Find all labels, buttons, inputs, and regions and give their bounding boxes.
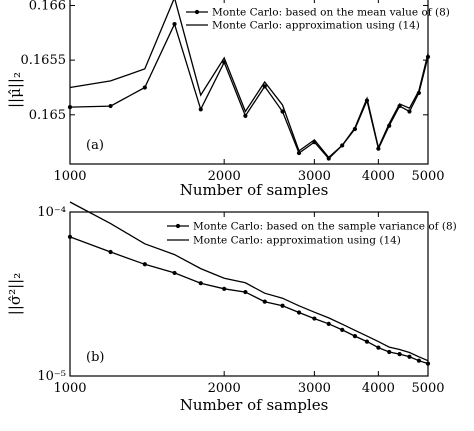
x-tick-label: 2000 (208, 381, 241, 396)
data-point (262, 299, 267, 304)
y-tick-label: 0.166 (29, 0, 66, 13)
data-point (364, 339, 370, 344)
data-point (352, 334, 358, 339)
legend-label-1: Monte Carlo: based on the mean value of … (212, 7, 450, 19)
data-point (397, 351, 402, 357)
data-point (172, 21, 177, 27)
y-axis-title: ||σ̂²||₂ (6, 273, 24, 315)
series-line-2 (69, 201, 429, 362)
data-point (280, 109, 285, 114)
panel-tag: (b) (86, 350, 104, 365)
data-point (67, 105, 73, 110)
data-point (108, 249, 113, 255)
data-point (296, 150, 302, 156)
data-point (262, 84, 267, 89)
data-point (198, 281, 203, 286)
legend-label-2: Monte Carlo: approximation using (14) (212, 20, 420, 32)
data-point (243, 289, 248, 295)
data-point (67, 234, 73, 239)
data-point (407, 109, 412, 114)
legend-label-1: Monte Carlo: based on the sample varianc… (193, 221, 457, 233)
data-point (416, 358, 422, 363)
x-tick-label: 1000 (53, 381, 86, 396)
x-tick-label: 5000 (411, 169, 444, 184)
legend-label-2: Monte Carlo: approximation using (14) (193, 235, 401, 247)
data-point (108, 103, 113, 109)
data-point (222, 286, 227, 291)
series-line-2 (69, 0, 429, 159)
data-point (142, 262, 147, 267)
data-point (198, 107, 203, 112)
x-tick-label: 3000 (298, 381, 331, 396)
panel-tag: (a) (86, 138, 104, 153)
data-point (340, 327, 345, 333)
x-tick-label: 1000 (53, 169, 86, 184)
data-point (142, 85, 147, 90)
data-point (280, 303, 285, 308)
data-point (312, 316, 317, 321)
x-tick-label: 3000 (298, 169, 331, 184)
y-tick-label: 10⁻⁵ (37, 369, 66, 384)
data-point (243, 113, 248, 118)
legend-marker (194, 9, 200, 15)
x-axis-title: Number of samples (180, 181, 329, 199)
panel-b: 1000 2000 3000 4000 5000 10⁻⁵ 10⁻⁴ Number of sa… (6, 201, 457, 414)
series-line-1 (69, 22, 429, 160)
x-tick-label: 4000 (362, 169, 395, 184)
plot-frame (69, 211, 429, 377)
data-point (387, 349, 392, 355)
panel-a: 1000 2000 3000 4000 5000 0.165 0.1655 0.166 Numb… (6, 0, 450, 199)
y-axis-title: ||μ̂||₂ (6, 72, 24, 108)
data-point (376, 345, 381, 350)
y-tick-label: 10⁻⁴ (37, 205, 66, 220)
legend-marker (175, 223, 181, 229)
plot-frame (69, 0, 429, 165)
data-point (296, 310, 302, 315)
data-point (425, 361, 431, 366)
x-tick-label: 4000 (362, 381, 395, 396)
data-point (172, 270, 177, 276)
data-point (326, 156, 331, 161)
x-tick-label: 2000 (208, 169, 241, 184)
x-tick-label: 5000 (411, 381, 444, 396)
data-point (407, 354, 412, 359)
x-axis-title: Number of samples (180, 396, 329, 414)
series-line-1 (69, 236, 429, 365)
data-point (326, 321, 331, 326)
y-tick-label: 0.165 (29, 108, 66, 123)
y-tick-label: 0.1655 (21, 53, 67, 68)
